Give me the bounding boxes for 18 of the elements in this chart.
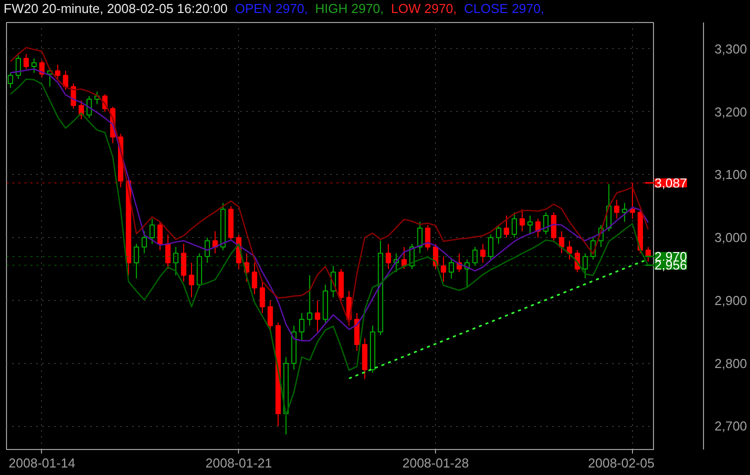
y-tick-label: 3,100 [714, 167, 748, 182]
y-tick-label: 3,000 [714, 230, 748, 246]
chart-title: FW20 20-minute, 2008-02-05 16:20:00 [4, 1, 228, 16]
text: LOW 2970, [391, 1, 457, 16]
x-tick-label: 2008-01-28 [402, 456, 469, 470]
y-tick-label: 2,800 [714, 356, 748, 371]
x-tick-label: 2008-01-21 [206, 456, 272, 470]
y-tick-label: 2,900 [714, 292, 748, 308]
x-tick-label: 2008-02-05 [588, 456, 654, 470]
y-tick-label: 3,200 [714, 104, 748, 120]
line-series [10, 78, 649, 416]
text: OPEN 2970, [234, 1, 308, 16]
y-tick-label: 3,300 [714, 41, 748, 56]
x-tick-label: 2008-01-14 [8, 456, 76, 470]
ref-line-label: 3,087 [654, 175, 688, 190]
text: CLOSE 2970, [464, 1, 544, 16]
y-tick-label: 2,700 [714, 418, 748, 434]
text: HIGH 2970, [315, 1, 384, 16]
